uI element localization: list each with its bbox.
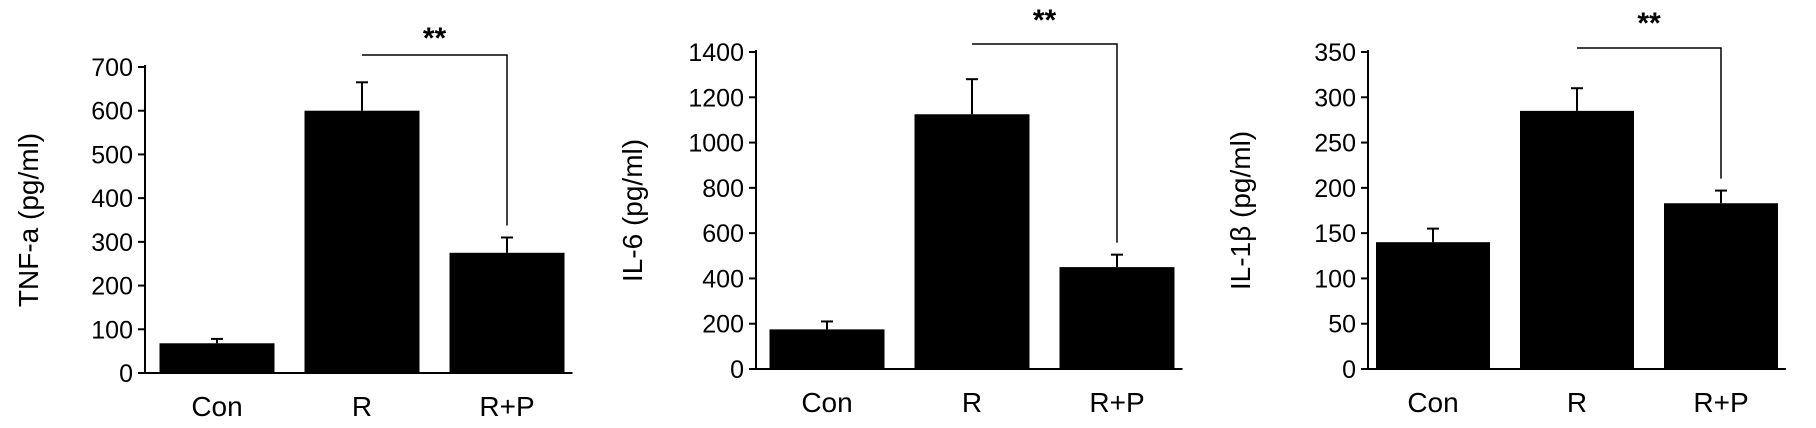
chart-panel-il-6: 0 200 400 600 800 1000 1200 1400 Con R R+P ** IL-6 (… (617, 4, 1183, 418)
y-tick-label-0: 0 (1342, 356, 1356, 384)
bar-r-p (449, 252, 565, 373)
y-tick-label-600: 600 (91, 98, 133, 126)
bar-r (304, 110, 420, 373)
x-category-label-r-p: R+P (1693, 387, 1748, 418)
y-tick-label-200: 200 (702, 311, 744, 339)
significance-label: ** (1637, 7, 1661, 40)
chart-panel-tnf-a: 0 100 200 300 400 500 600 700 Con R R+P ** TNF-a (pg… (13, 22, 573, 422)
significance-bracket (1577, 47, 1722, 179)
chart-panel-il-1b: 0 50 100 150 200 250 300 350 Con R R+P ** IL-1β (pg/… (1225, 7, 1786, 418)
bar-r (1520, 110, 1634, 369)
y-tick-label-100: 100 (91, 316, 133, 344)
y-tick-label-100: 100 (1314, 265, 1356, 293)
significance-label: ** (1033, 4, 1057, 37)
x-category-label-con: Con (191, 391, 242, 422)
bar-r-p (1059, 267, 1175, 369)
y-axis-label: IL-1β (pg/ml) (1225, 131, 1256, 290)
y-tick-label-500: 500 (91, 141, 133, 169)
bar-con (1376, 242, 1490, 369)
y-tick-label-700: 700 (91, 54, 133, 82)
bar-r-p (1664, 203, 1778, 369)
x-category-label-r: R (962, 387, 982, 418)
bar-con (769, 329, 885, 369)
x-category-label-r-p: R+P (479, 391, 534, 422)
y-tick-label-600: 600 (702, 220, 744, 248)
y-tick-label-350: 350 (1314, 39, 1356, 67)
x-category-label-r: R (352, 391, 372, 422)
y-tick-label-0: 0 (730, 356, 744, 384)
x-category-label-con: Con (801, 387, 852, 418)
y-tick-label-250: 250 (1314, 130, 1356, 158)
y-axis-label: IL-6 (pg/ml) (617, 139, 648, 282)
y-axis-label: TNF-a (pg/ml) (13, 133, 44, 307)
y-tick-label-50: 50 (1328, 311, 1356, 339)
y-tick-label-300: 300 (1314, 84, 1356, 112)
y-tick-label-1200: 1200 (688, 84, 744, 112)
y-tick-label-200: 200 (91, 273, 133, 301)
x-category-label-r-p: R+P (1089, 387, 1144, 418)
y-tick-label-400: 400 (702, 265, 744, 293)
significance-bracket (972, 43, 1118, 243)
bar-con (159, 343, 275, 373)
y-tick-label-1400: 1400 (688, 39, 744, 67)
significance-bracket (362, 54, 508, 226)
x-category-label-r: R (1567, 387, 1587, 418)
y-tick-label-800: 800 (702, 175, 744, 203)
y-tick-label-150: 150 (1314, 220, 1356, 248)
y-tick-label-1000: 1000 (688, 130, 744, 158)
y-tick-label-200: 200 (1314, 175, 1356, 203)
bar-r (914, 114, 1030, 370)
significance-label: ** (423, 22, 447, 55)
x-category-label-con: Con (1407, 387, 1458, 418)
y-tick-label-300: 300 (91, 229, 133, 257)
y-tick-label-400: 400 (91, 185, 133, 213)
y-tick-label-0: 0 (119, 360, 133, 388)
